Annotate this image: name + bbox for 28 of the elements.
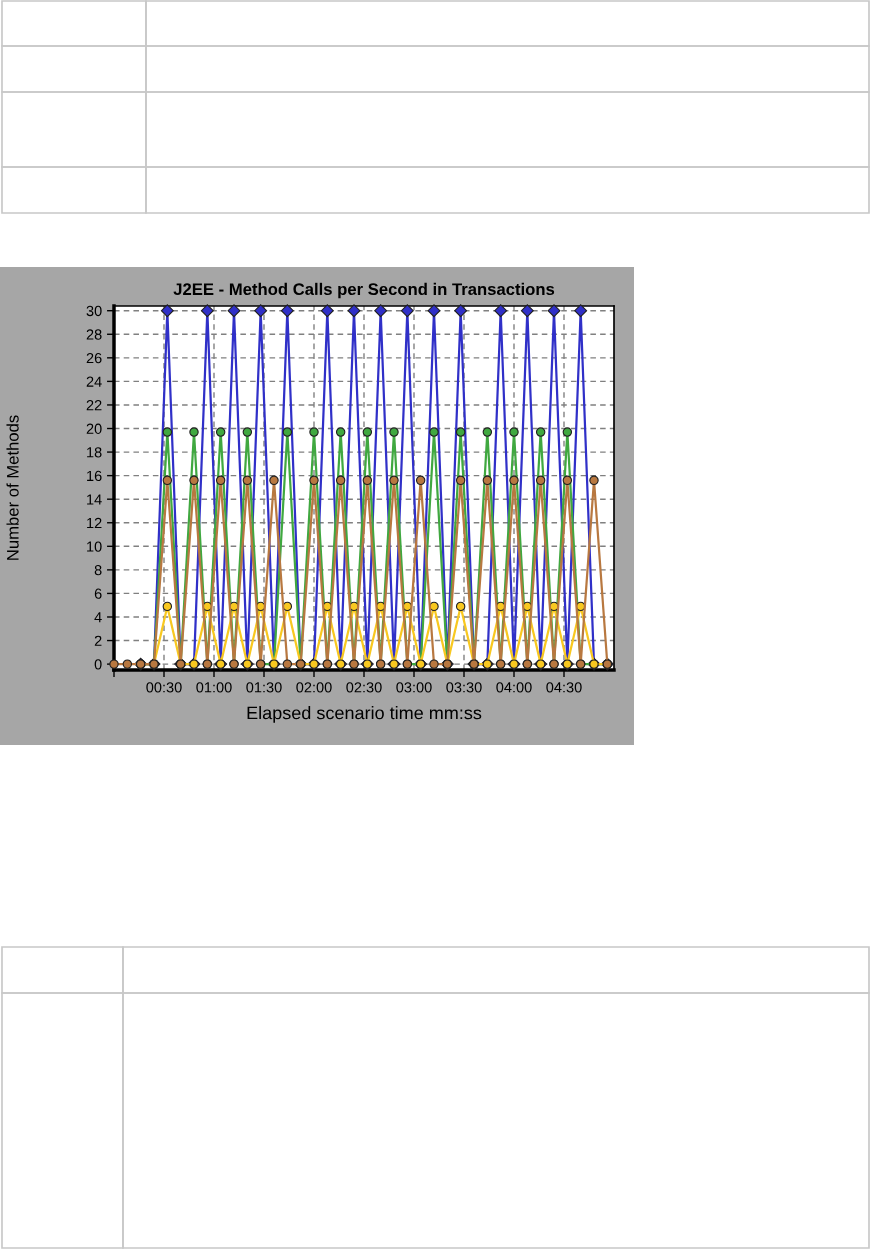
y-tick-label: 22 xyxy=(86,400,102,411)
x-tick-label: 02:30 xyxy=(346,682,382,693)
chart-title: J2EE - Method Calls per Second in Transactions xyxy=(173,282,555,299)
y-tick-label: 10 xyxy=(87,541,102,552)
x-tick-label: 01:00 xyxy=(196,682,232,693)
x-axis-title: Elapsed scenario time mm:ss xyxy=(247,706,482,723)
y-tick-label: 16 xyxy=(87,470,102,482)
x-tick-label: 01:30 xyxy=(246,682,282,693)
y-tick-label: 4 xyxy=(94,612,102,623)
y-tick-label: 0 xyxy=(94,659,102,670)
x-tick-label: 04:30 xyxy=(546,682,582,693)
y-tick-label: 24 xyxy=(86,376,102,387)
y-tick-label: 8 xyxy=(94,564,102,576)
y-tick-label: 12 xyxy=(87,517,102,529)
x-tick-label: 02:00 xyxy=(296,682,332,693)
y-tick-label: 2 xyxy=(94,635,102,646)
y-tick-label: 28 xyxy=(86,329,102,340)
y-tick-label: 18 xyxy=(87,447,102,458)
y-tick-label: 30 xyxy=(86,305,102,317)
y-axis-title: Number of Methods xyxy=(6,415,19,560)
y-tick-label: 6 xyxy=(94,588,102,599)
y-tick-label: 26 xyxy=(86,352,102,364)
y-tick-label: 20 xyxy=(86,423,102,434)
y-tick-label: 14 xyxy=(87,494,102,505)
x-tick-label: 03:30 xyxy=(446,682,482,693)
x-tick-label: 03:00 xyxy=(396,682,432,693)
x-tick-label: 00:30 xyxy=(146,682,182,693)
x-tick-label: 04:00 xyxy=(496,682,532,693)
